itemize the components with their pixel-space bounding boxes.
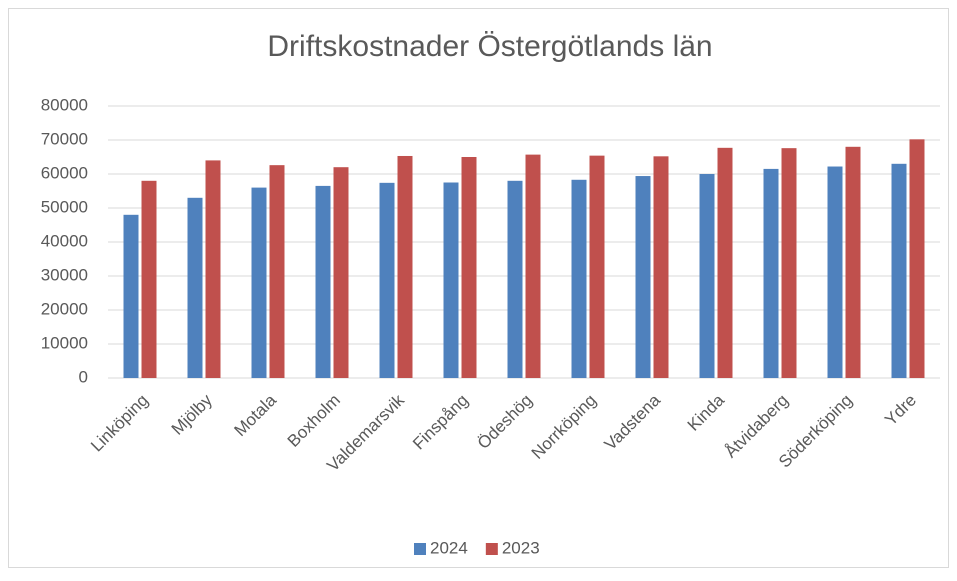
y-tick-label: 0: [79, 367, 88, 386]
bar: [571, 179, 587, 378]
bar: [589, 155, 605, 378]
bar: [461, 157, 477, 378]
bar: [333, 167, 349, 378]
bar: [845, 146, 861, 378]
bar: [717, 147, 733, 378]
bar: [205, 160, 221, 378]
legend-swatch: [485, 543, 498, 555]
y-tick-label: 40000: [41, 231, 88, 250]
bar: [123, 214, 139, 378]
bar: [635, 176, 651, 378]
bar: [781, 148, 797, 378]
bar: [379, 182, 395, 378]
bar: [141, 180, 157, 378]
chart-title: Driftskostnader Östergötlands län: [267, 30, 712, 63]
bar: [397, 155, 413, 378]
y-tick-label: 20000: [41, 299, 88, 318]
bar: [315, 185, 331, 378]
bar: [653, 156, 669, 378]
bar: [443, 182, 459, 378]
bar: [699, 174, 715, 378]
y-tick-label: 30000: [41, 265, 88, 284]
legend-label: 2023: [502, 538, 540, 557]
legend-swatch: [414, 543, 426, 555]
y-tick-label: 50000: [41, 197, 88, 216]
legend-label: 2024: [430, 538, 468, 557]
bar: [763, 168, 779, 378]
bar: [827, 166, 843, 378]
y-tick-label: 70000: [41, 129, 88, 148]
bar: [269, 165, 285, 378]
bar: [251, 187, 267, 378]
bar: [909, 139, 925, 378]
bar: [525, 154, 541, 378]
y-tick-label: 60000: [41, 163, 88, 182]
bar: [507, 180, 523, 378]
bar: [891, 163, 907, 378]
y-tick-label: 10000: [41, 333, 88, 352]
y-tick-label: 80000: [41, 95, 88, 114]
bar: [187, 197, 203, 378]
